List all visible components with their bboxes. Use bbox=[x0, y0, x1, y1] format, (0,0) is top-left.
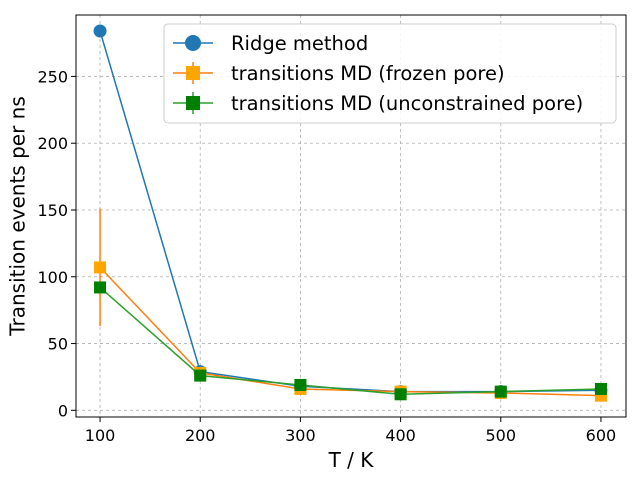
legend-label: Ridge method bbox=[231, 32, 368, 55]
y-tick-label: 250 bbox=[37, 67, 68, 86]
series-3 bbox=[94, 281, 607, 401]
x-tick-label: 300 bbox=[285, 426, 316, 445]
data-point bbox=[93, 24, 107, 38]
legend-marker bbox=[185, 35, 201, 51]
legend-box bbox=[163, 23, 617, 124]
plot-frame bbox=[75, 14, 627, 418]
axis-ticks: 100 200 300 400 500 600 0 50 100 150 200 250 bbox=[37, 67, 616, 445]
y-tick-label: 200 bbox=[37, 134, 68, 153]
legend-marker bbox=[186, 66, 200, 80]
data-point bbox=[494, 385, 507, 398]
y-tick-label: 0 bbox=[58, 401, 68, 420]
data-point bbox=[94, 261, 107, 274]
series-line bbox=[99, 286, 601, 396]
y-tick-label: 150 bbox=[37, 201, 68, 220]
series-2 bbox=[94, 208, 607, 402]
x-tick-label: 400 bbox=[385, 426, 416, 445]
x-axis-label: T / K bbox=[328, 448, 375, 472]
series-layer bbox=[93, 24, 608, 402]
data-point bbox=[294, 378, 307, 391]
x-tick-label: 200 bbox=[185, 426, 216, 445]
x-tick-label: 500 bbox=[485, 426, 516, 445]
x-tick-label: 100 bbox=[85, 426, 116, 445]
data-point bbox=[594, 382, 607, 395]
data-point bbox=[394, 388, 407, 401]
data-point bbox=[94, 281, 107, 294]
legend-marker bbox=[186, 96, 200, 110]
legend-label: transitions MD (unconstrained pore) bbox=[231, 92, 583, 115]
y-tick-label: 50 bbox=[48, 335, 68, 354]
x-tick-label: 600 bbox=[586, 426, 617, 445]
y-axis-label: Transition events per ns bbox=[6, 96, 30, 337]
legend: Ridge method transitions MD (frozen pore)… bbox=[163, 23, 617, 124]
legend-label: transitions MD (frozen pore) bbox=[231, 62, 505, 85]
data-point bbox=[194, 369, 207, 382]
y-tick-label: 100 bbox=[37, 268, 68, 287]
